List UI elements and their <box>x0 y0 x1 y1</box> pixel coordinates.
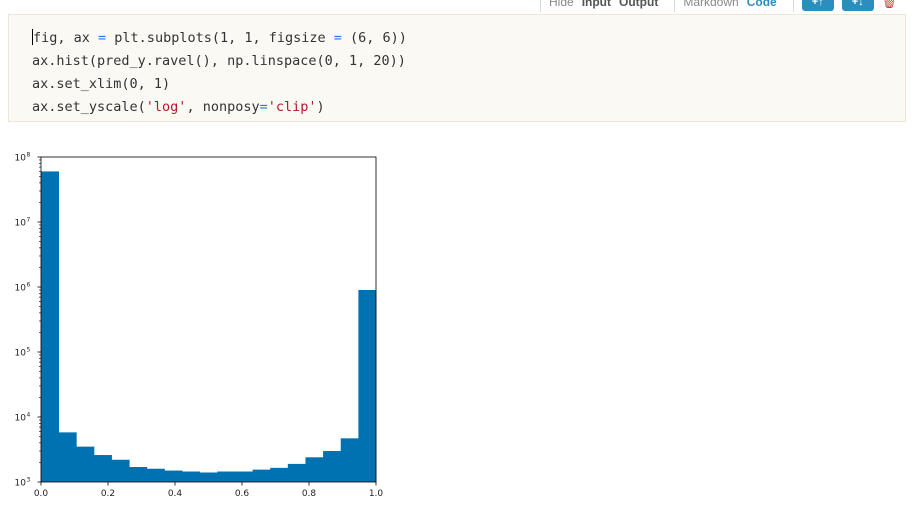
hide-button[interactable]: Hide <box>549 0 574 9</box>
code-line: fig, ax = plt.subplots(1, 1, figsize = (… <box>32 27 407 50</box>
y-tick-label: 10 <box>15 154 27 164</box>
toggle-group: Hide Input Output <box>540 0 674 12</box>
y-tick-base: 10 <box>15 219 27 229</box>
code-token: (6, 6)) <box>341 30 407 46</box>
histogram-bar <box>358 289 377 482</box>
y-tick-exponent: 6 <box>27 282 31 289</box>
histogram-bar <box>340 438 359 482</box>
cell-actions-group: +↑ +↓ 🗑 <box>792 0 905 12</box>
histogram-bar <box>270 467 289 482</box>
y-tick-label: 10 <box>15 349 27 359</box>
input-toggle-button[interactable]: Input <box>581 0 612 9</box>
y-tick-base: 10 <box>15 284 27 294</box>
y-tick-label: 10 <box>15 219 27 229</box>
code-token: , nonposy <box>186 99 260 115</box>
y-tick-label: 10 <box>15 284 27 294</box>
x-tick-label: 0.6 <box>235 489 250 499</box>
histogram-bar <box>217 471 236 482</box>
text-cursor <box>32 29 33 45</box>
add-above-icon: +↑ <box>811 0 824 8</box>
code-line: ax.set_yscale('log', nonposy='clip') <box>32 96 407 119</box>
histogram-bar <box>182 471 201 482</box>
code-token: plt.subplots(1, 1, figsize <box>106 30 334 46</box>
code-token: ax.set_yscale( <box>32 99 146 115</box>
code-operator-token: = <box>98 30 107 46</box>
output-toggle-button[interactable]: Output <box>619 0 659 9</box>
histogram-bar <box>58 432 77 482</box>
code-operator-token: = <box>259 99 268 115</box>
code-operator-token: = <box>333 30 342 46</box>
code-cell-input[interactable]: fig, ax = plt.subplots(1, 1, figsize = (… <box>8 14 906 122</box>
x-tick-label: 1.0 <box>369 489 384 499</box>
code-token: fig, ax <box>33 30 99 46</box>
x-tick-label: 0.0 <box>34 489 49 499</box>
y-tick-exponent: 7 <box>27 217 31 224</box>
histogram-bar <box>111 459 130 482</box>
histogram-bar <box>76 446 95 482</box>
y-tick-base: 10 <box>15 414 27 424</box>
histogram-bar <box>146 468 165 482</box>
y-tick-exponent: 5 <box>27 347 31 354</box>
y-tick-exponent: 8 <box>27 152 31 159</box>
code-token: ax.set_xlim(0, 1) <box>32 76 171 92</box>
histogram-bar <box>199 472 218 482</box>
plot-frame <box>40 156 377 483</box>
y-tick-label: 10 <box>15 479 27 489</box>
add-cell-below-button[interactable]: +↓ <box>841 0 874 11</box>
cell-type-group: Markdown Code <box>674 0 792 12</box>
code-string-token: 'log' <box>145 99 187 115</box>
histogram-bar <box>323 450 342 482</box>
histogram-bar <box>129 467 148 482</box>
cell-toolbar: Hide Input Output Markdown Code +↑ +↓ 🗑 <box>540 0 915 12</box>
histogram-bar <box>93 455 112 482</box>
histogram-bar <box>41 171 60 482</box>
trash-icon: 🗑 <box>881 0 897 9</box>
y-tick-exponent: 3 <box>27 477 31 484</box>
code-string-token: 'clip' <box>267 99 317 115</box>
y-tick-base: 10 <box>15 479 27 489</box>
code-token: ax.hist(pred_y.ravel(), np.linspace(0, 1… <box>32 53 406 69</box>
code-type-button[interactable]: Code <box>746 0 777 9</box>
y-tick-exponent: 4 <box>27 412 31 419</box>
markdown-type-button[interactable]: Markdown <box>683 0 739 9</box>
code-editor[interactable]: fig, ax = plt.subplots(1, 1, figsize = (… <box>32 27 407 119</box>
histogram-bar <box>305 457 324 482</box>
code-line: ax.hist(pred_y.ravel(), np.linspace(0, 1… <box>32 50 407 73</box>
y-tick-base: 10 <box>15 349 27 359</box>
code-token: ) <box>316 99 325 115</box>
code-line: ax.set_xlim(0, 1) <box>32 73 407 96</box>
add-below-icon: +↓ <box>851 0 864 8</box>
x-tick-label: 0.4 <box>168 489 183 499</box>
y-tick-label: 10 <box>15 414 27 424</box>
histogram-bar <box>252 469 271 482</box>
histogram-bar <box>287 463 306 482</box>
histogram-bar <box>234 471 253 482</box>
histogram-bar <box>164 470 183 482</box>
x-tick-label: 0.2 <box>101 489 115 499</box>
delete-cell-button[interactable]: 🗑 <box>882 0 897 9</box>
add-cell-above-button[interactable]: +↑ <box>801 0 834 11</box>
y-tick-base: 10 <box>15 154 27 164</box>
x-tick-label: 0.8 <box>302 489 317 499</box>
